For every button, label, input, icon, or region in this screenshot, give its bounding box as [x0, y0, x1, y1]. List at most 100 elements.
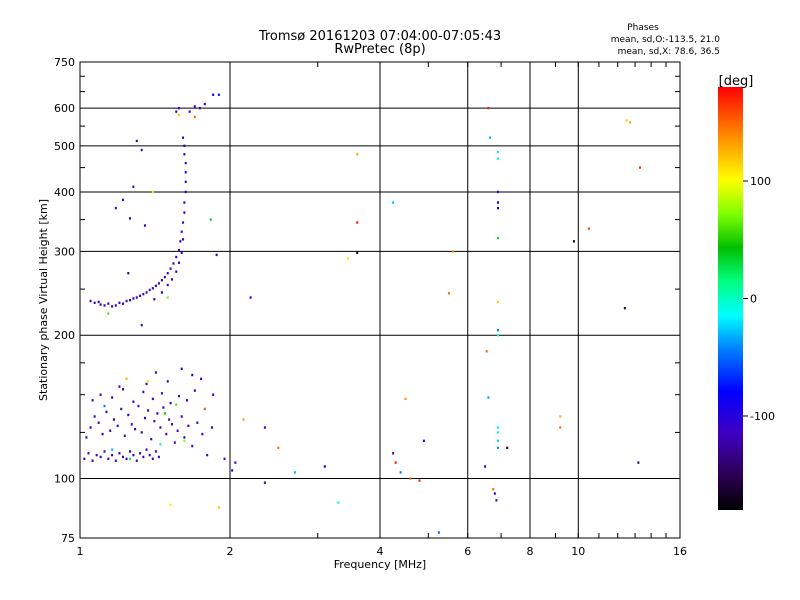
data-point [160, 279, 163, 282]
data-point [163, 412, 166, 415]
data-point [103, 304, 106, 307]
data-point [231, 469, 234, 472]
data-point [120, 407, 123, 411]
data-point [127, 413, 130, 417]
data-point [91, 459, 94, 462]
y-tick-label: 100 [54, 473, 75, 486]
data-point [186, 399, 189, 402]
data-point [496, 206, 499, 210]
data-point [200, 377, 203, 380]
data-point [184, 190, 187, 194]
data-point [209, 218, 212, 221]
data-point [165, 432, 168, 436]
data-point [180, 415, 183, 418]
data-point [163, 275, 166, 279]
data-point [437, 531, 440, 534]
data-point [89, 299, 92, 303]
data-point [180, 230, 183, 233]
data-point [177, 248, 180, 252]
x-axis-label: Frequency [MHz] [334, 558, 426, 571]
data-point [154, 371, 157, 374]
data-point [346, 257, 349, 260]
data-point [139, 452, 142, 455]
data-point [160, 392, 163, 395]
x-tick-label: 6 [464, 545, 471, 558]
data-point [140, 431, 143, 434]
data-point [111, 448, 114, 451]
data-point [496, 446, 499, 450]
data-point [109, 429, 112, 432]
data-point [191, 444, 194, 448]
x-tick-label: 8 [527, 545, 534, 558]
data-point [118, 301, 121, 304]
data-point [418, 479, 421, 482]
phases-header: Phases [627, 23, 659, 33]
data-point [122, 388, 125, 391]
data-point [496, 439, 499, 443]
data-point [137, 404, 140, 408]
data-point [183, 439, 186, 443]
data-point [148, 288, 151, 292]
data-point [97, 421, 100, 424]
data-point [101, 432, 104, 436]
data-point [93, 415, 96, 418]
data-point [196, 421, 199, 424]
data-point [139, 294, 142, 298]
data-point [142, 292, 145, 296]
data-point [203, 102, 206, 106]
data-point [125, 299, 128, 303]
data-point [154, 284, 157, 288]
data-point [143, 416, 146, 420]
data-point [392, 201, 395, 204]
data-point [263, 481, 266, 484]
data-point [132, 453, 135, 457]
data-point [147, 380, 150, 383]
data-point [404, 397, 407, 401]
y-tick-label: 200 [54, 329, 75, 342]
data-point [107, 302, 110, 305]
data-point [263, 426, 266, 429]
data-point [184, 180, 187, 184]
data-point [203, 407, 206, 411]
data-point [183, 153, 186, 156]
data-point [177, 394, 180, 398]
data-point [193, 389, 196, 392]
x-tick-label: 10 [571, 545, 585, 558]
data-point [489, 136, 492, 139]
data-point [105, 410, 108, 414]
y-tick-label: 300 [54, 245, 75, 258]
data-point [156, 412, 159, 415]
data-point [175, 110, 178, 113]
data-point [132, 297, 135, 300]
data-point [496, 201, 499, 204]
data-point [114, 304, 117, 307]
chart-title: Tromsø 20161203 07:04:00-07:05:43 [258, 29, 501, 44]
data-point [145, 291, 148, 294]
data-point [151, 397, 154, 401]
data-point [409, 477, 412, 480]
data-point [169, 401, 172, 405]
data-point [107, 457, 110, 461]
data-point [171, 423, 174, 426]
data-point [151, 457, 154, 461]
data-point [356, 251, 359, 255]
y-tick-label: 400 [54, 186, 75, 199]
data-point [177, 106, 180, 110]
data-point [447, 292, 450, 295]
data-point [183, 201, 186, 204]
data-point [83, 457, 86, 461]
data-point [496, 328, 499, 332]
data-point [159, 426, 162, 429]
data-point [180, 251, 183, 255]
data-point [125, 377, 128, 380]
colorbar-label: [deg] [719, 74, 754, 89]
data-point [234, 461, 237, 464]
data-point [496, 426, 499, 429]
data-point [169, 267, 172, 270]
data-point [122, 198, 125, 202]
data-point [89, 426, 92, 429]
data-point [206, 453, 209, 457]
data-point [495, 499, 498, 502]
data-point [496, 150, 499, 154]
